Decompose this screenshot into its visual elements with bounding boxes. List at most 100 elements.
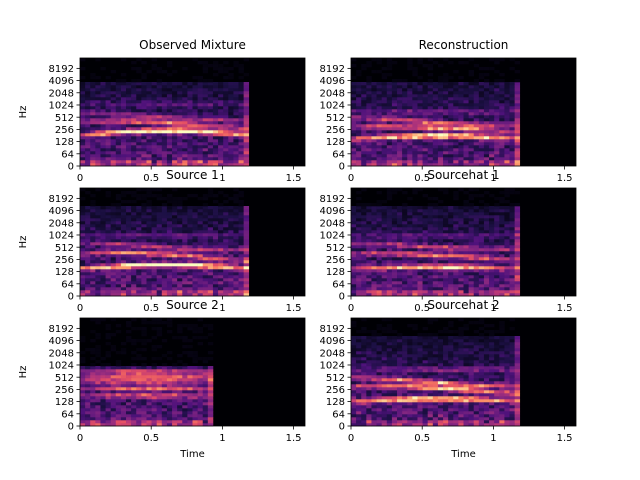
x-tick-label: 1 [219,173,225,184]
axes-frame [350,317,577,427]
y-tick-label: 64 [61,279,74,290]
y-tick-label: 8192 [320,194,345,205]
y-tick-label: 2048 [49,218,74,229]
y-tick-label: 4096 [49,336,74,347]
x-tick-label: 1 [490,173,496,184]
panel-title: Reconstruction [419,38,509,52]
spectrogram-cells [80,188,250,297]
x-tick-label: 0 [348,433,354,444]
y-tick-label: 0 [68,292,74,303]
x-axis-label: Time [179,449,204,460]
spectrogram-cells [80,58,250,167]
y-tick-label: 8192 [49,324,74,335]
y-tick-label: 128 [326,137,345,148]
panel-title: Sourcehat 2 [427,298,499,312]
x-tick-label: 0.5 [414,173,430,184]
x-tick-label: 1.5 [557,303,573,314]
y-tick-label: 2048 [49,348,74,359]
x-tick-label: 1.5 [557,433,573,444]
y-tick-label: 512 [55,243,74,254]
panel-title: Sourcehat 1 [427,168,499,182]
x-tick-label: 1.5 [557,173,573,184]
axes-frame [79,187,306,297]
y-tick-label: 2048 [320,348,345,359]
y-tick-label: 8192 [49,194,74,205]
y-tick-label: 1024 [49,231,74,242]
spectrogram-panel-1: Observed Mixture 0 0.5 1 1.5 0 641282565121024… [18,38,306,184]
x-tick-label: 0.5 [143,173,159,184]
y-tick-label: 128 [326,267,345,278]
y-tick-label: 64 [332,409,345,420]
y-tick-label: 0 [68,422,74,433]
spectrogram-cells [351,188,521,297]
x-tick-label: 0.5 [414,433,430,444]
y-tick-label: 256 [326,385,345,396]
y-tick-label: 128 [55,397,74,408]
x-tick-label: 0.5 [143,433,159,444]
axes-frame [350,187,577,297]
y-tick-label: 64 [61,409,74,420]
y-tick-label: 1024 [320,361,345,372]
y-tick-label: 128 [326,397,345,408]
x-tick-label: 0 [77,303,83,314]
y-axis-label: Hz [18,366,29,379]
y-tick-label: 128 [55,267,74,278]
y-tick-label: 0 [339,162,345,173]
x-tick-label: 0.5 [414,303,430,314]
x-tick-label: 0 [77,173,83,184]
y-tick-label: 2048 [320,88,345,99]
y-tick-label: 512 [55,113,74,124]
y-axis-label: Hz [18,236,29,249]
y-tick-label: 256 [326,125,345,136]
axes-frame [350,57,577,167]
y-tick-label: 512 [326,113,345,124]
x-tick-label: 1 [219,433,225,444]
x-tick-label: 0 [348,303,354,314]
y-tick-label: 4096 [320,336,345,347]
y-tick-label: 4096 [320,76,345,87]
spectrogram-cells [351,58,521,167]
y-tick-label: 4096 [49,206,74,217]
x-tick-label: 1 [219,303,225,314]
x-tick-label: 0 [348,173,354,184]
x-tick-label: 1.5 [286,433,302,444]
x-tick-label: 1.5 [286,173,302,184]
spectrogram-cells [351,318,521,427]
y-tick-label: 1024 [49,361,74,372]
spectrogram-cells [80,318,214,427]
y-tick-label: 64 [332,279,345,290]
y-tick-label: 128 [55,137,74,148]
y-tick-label: 256 [55,255,74,266]
y-tick-label: 4096 [320,206,345,217]
axes-frame [79,57,306,167]
y-tick-label: 0 [339,292,345,303]
y-axis-label: Hz [18,106,29,119]
y-tick-label: 256 [55,125,74,136]
y-tick-label: 1024 [320,231,345,242]
y-tick-label: 0 [339,422,345,433]
x-tick-label: 1 [490,303,496,314]
y-tick-label: 64 [61,149,74,160]
x-tick-label: 0 [77,433,83,444]
y-tick-label: 256 [55,385,74,396]
y-tick-label: 2048 [320,218,345,229]
y-tick-label: 4096 [49,76,74,87]
y-tick-label: 512 [326,243,345,254]
y-tick-label: 64 [332,149,345,160]
axes-frame [79,317,306,427]
y-tick-label: 8192 [49,64,74,75]
x-tick-label: 1.5 [286,303,302,314]
y-tick-label: 2048 [49,88,74,99]
y-tick-label: 8192 [320,64,345,75]
y-tick-label: 512 [326,373,345,384]
panel-title: Source 2 [166,298,219,312]
y-tick-label: 0 [68,162,74,173]
panel-title: Observed Mixture [139,38,246,52]
y-tick-label: 256 [326,255,345,266]
